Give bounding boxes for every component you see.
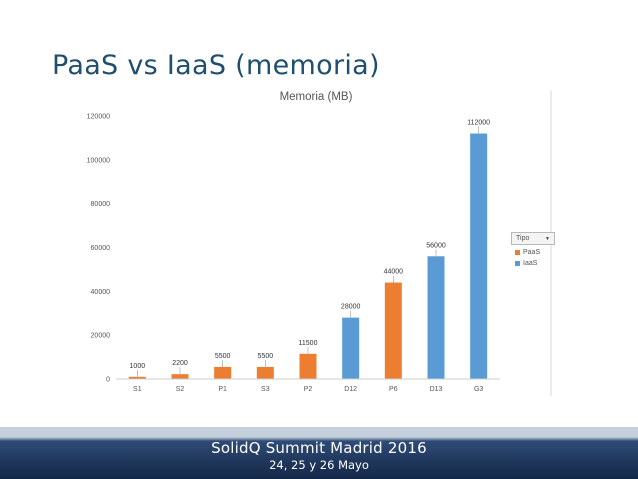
y-tick-label: 20000 xyxy=(91,333,111,340)
x-tick-label-p1: P1 xyxy=(218,386,227,393)
y-tick-label: 80000 xyxy=(91,201,111,208)
footer-banner: SolidQ Summit Madrid 2016 24, 25 y 26 Ma… xyxy=(0,427,638,479)
bar-d12 xyxy=(342,317,360,379)
footer-event-name: SolidQ Summit Madrid 2016 xyxy=(211,439,427,457)
slide-title: PaaS vs IaaS (memoria) xyxy=(52,50,380,81)
y-axis: 0 20000 40000 60000 80000 100000 120000 xyxy=(87,114,110,384)
x-tick-label-s2: S2 xyxy=(176,386,185,393)
data-label-s3: 5500 xyxy=(258,353,274,360)
legend-label-paas: PaaS xyxy=(523,249,541,256)
bars-group: 1000 2200 5500 5500 11500 28000 44000 56000 1120… xyxy=(128,120,490,379)
bar-s1 xyxy=(128,376,146,379)
y-tick-label: 40000 xyxy=(91,289,111,296)
memory-chart: Memoria (MB) 0 20000 40000 60000 80000 100000… xyxy=(60,88,552,398)
x-tick-label-s3: S3 xyxy=(261,386,270,393)
x-tick-label-d13: D13 xyxy=(430,386,443,393)
legend-swatch-paas xyxy=(515,250,520,255)
chart-legend: Tipo ▼ PaaS IaaS xyxy=(511,232,555,267)
data-label-g3: 112000 xyxy=(467,120,490,127)
legend-entry-iaas: IaaS xyxy=(511,260,555,267)
bar-s2 xyxy=(171,374,189,379)
bar-d13 xyxy=(427,256,445,379)
x-axis: S1 S2 P1 S3 P2 D12 P6 D13 G3 xyxy=(116,378,500,393)
footer-event-dates: 24, 25 y 26 Mayo xyxy=(269,458,369,472)
y-tick-label: 120000 xyxy=(87,114,110,121)
bar-p2 xyxy=(299,353,317,379)
legend-header: Tipo xyxy=(516,235,530,242)
y-tick-label: 100000 xyxy=(87,157,110,164)
chevron-down-icon: ▼ xyxy=(545,235,550,242)
x-tick-label-p2: P2 xyxy=(304,386,313,393)
legend-swatch-iaas xyxy=(515,261,520,266)
data-label-p6: 44000 xyxy=(384,269,404,276)
y-tick-label: 60000 xyxy=(91,245,111,252)
legend-label-iaas: IaaS xyxy=(523,260,538,267)
data-label-d12: 28000 xyxy=(341,304,361,311)
legend-entry-paas: PaaS xyxy=(511,249,555,256)
y-tick-label: 0 xyxy=(106,377,110,384)
chart-svg: Memoria (MB) 0 20000 40000 60000 80000 100000… xyxy=(87,90,552,396)
x-tick-label-d12: D12 xyxy=(344,386,357,393)
bar-p1 xyxy=(214,366,232,379)
bar-g3 xyxy=(470,133,488,379)
x-tick-label-s1: S1 xyxy=(133,386,142,393)
data-label-p2: 11500 xyxy=(299,340,318,347)
chart-title: Memoria (MB) xyxy=(280,91,353,103)
bar-s3 xyxy=(256,366,274,379)
data-label-s2: 2200 xyxy=(172,360,188,367)
data-label-d13: 56000 xyxy=(426,242,446,249)
x-tick-label-p6: P6 xyxy=(389,386,398,393)
data-label-s1: 1000 xyxy=(130,363,146,370)
x-tick-label-g3: G3 xyxy=(474,386,483,393)
bar-p6 xyxy=(384,282,402,379)
data-label-p1: 5500 xyxy=(215,353,231,360)
legend-filter-button[interactable]: Tipo ▼ xyxy=(511,232,555,245)
